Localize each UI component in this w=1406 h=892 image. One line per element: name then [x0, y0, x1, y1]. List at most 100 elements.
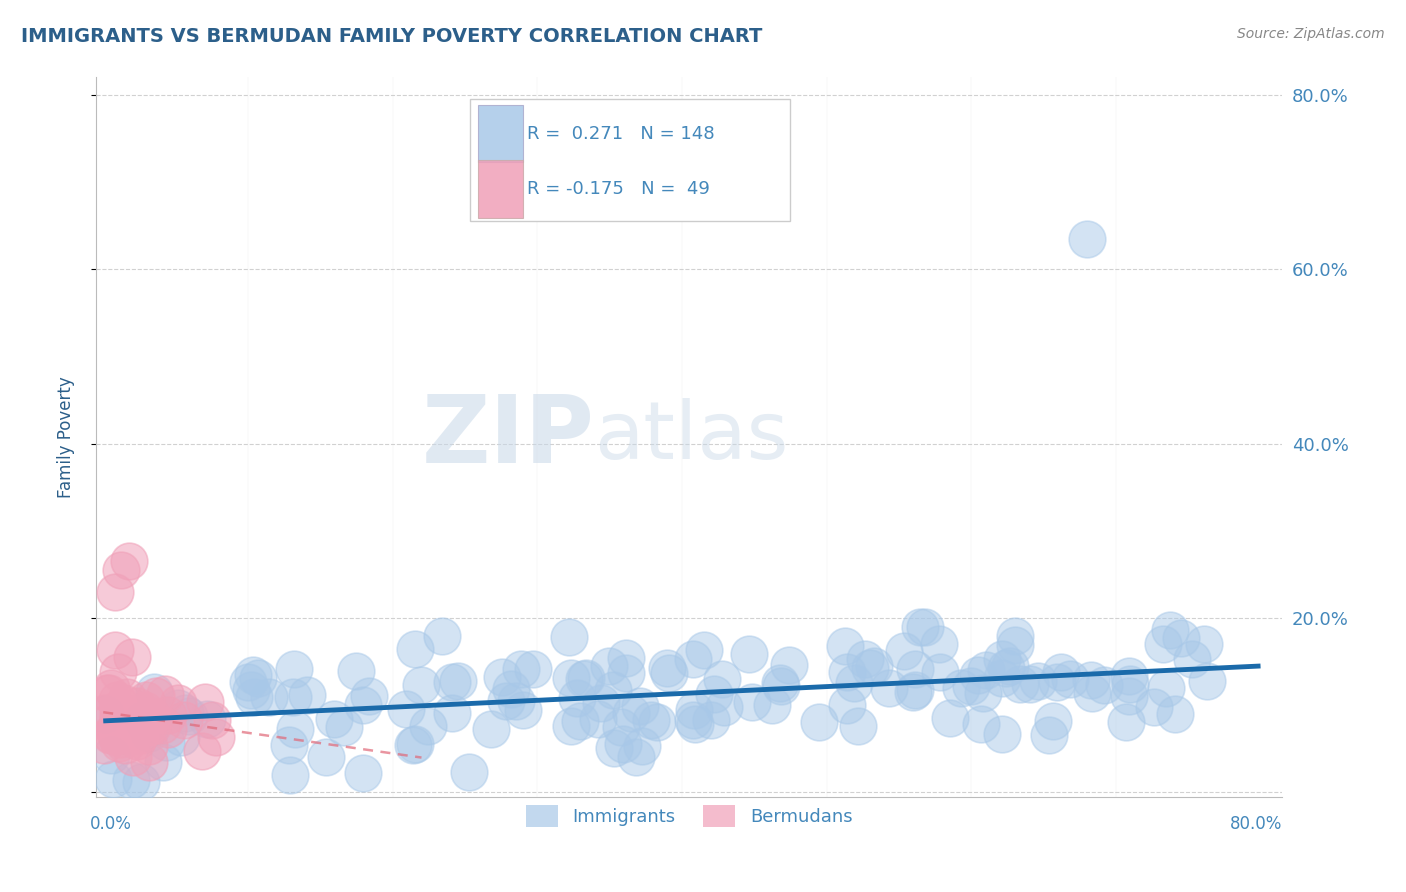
Point: [395, 702, 418, 716]
Point: [315, 749, 337, 764]
Point: [835, 698, 858, 712]
Point: [323, 712, 346, 726]
Point: [1038, 729, 1060, 743]
Point: [153, 687, 176, 701]
Point: [110, 563, 132, 577]
Point: [1081, 686, 1104, 700]
Point: [458, 764, 481, 779]
Point: [98, 728, 121, 742]
Point: [242, 668, 264, 682]
Point: [114, 738, 136, 752]
Point: [1170, 631, 1192, 645]
Text: Source: ZipAtlas.com: Source: ZipAtlas.com: [1237, 27, 1385, 41]
Point: [1164, 707, 1187, 722]
Point: [1010, 677, 1032, 691]
Point: [631, 739, 654, 754]
Point: [138, 756, 160, 770]
Point: [614, 666, 637, 681]
Point: [620, 706, 643, 720]
Point: [107, 713, 129, 727]
Point: [741, 695, 763, 709]
Point: [440, 675, 463, 690]
Point: [560, 719, 582, 733]
Point: [998, 658, 1021, 673]
Point: [950, 681, 973, 695]
Point: [278, 738, 301, 752]
Point: [125, 698, 148, 713]
Point: [141, 719, 163, 733]
Point: [558, 630, 581, 644]
Point: [173, 706, 195, 720]
Point: [683, 717, 706, 731]
Point: [966, 667, 988, 681]
Point: [191, 744, 214, 758]
Point: [1152, 637, 1174, 651]
Point: [129, 775, 152, 789]
Point: [344, 664, 367, 678]
Point: [104, 643, 127, 657]
Point: [111, 706, 134, 720]
Point: [904, 683, 927, 698]
Point: [972, 686, 994, 700]
Point: [136, 720, 159, 734]
Point: [107, 701, 129, 715]
Point: [574, 672, 596, 686]
Point: [682, 704, 704, 718]
Point: [512, 703, 534, 717]
Point: [624, 750, 647, 764]
Point: [1154, 681, 1177, 695]
Point: [1080, 673, 1102, 687]
Point: [1181, 652, 1204, 666]
Point: [929, 665, 952, 680]
Point: [283, 723, 305, 737]
Point: [155, 735, 177, 749]
Point: [128, 712, 150, 726]
Point: [602, 682, 624, 697]
Point: [115, 697, 138, 711]
Point: [658, 665, 681, 680]
Point: [101, 772, 124, 786]
Point: [157, 723, 180, 737]
Point: [145, 689, 167, 703]
Point: [357, 689, 380, 703]
Point: [204, 730, 226, 744]
Point: [862, 658, 884, 673]
Point: [560, 671, 582, 685]
Text: R =  0.271   N = 148: R = 0.271 N = 148: [527, 125, 714, 143]
Point: [1115, 714, 1137, 729]
Point: [1118, 689, 1140, 703]
Point: [904, 662, 927, 676]
Point: [96, 686, 118, 700]
Point: [121, 729, 143, 743]
Point: [1004, 629, 1026, 643]
Point: [259, 690, 281, 705]
Point: [713, 700, 735, 714]
Point: [1018, 677, 1040, 691]
Text: 0.0%: 0.0%: [90, 814, 132, 833]
Point: [295, 689, 318, 703]
Point: [170, 730, 193, 744]
Point: [173, 714, 195, 728]
Point: [505, 694, 527, 708]
Point: [120, 773, 142, 788]
Point: [842, 676, 865, 690]
Point: [94, 707, 117, 722]
Point: [928, 637, 950, 651]
Point: [893, 644, 915, 658]
Point: [352, 766, 374, 780]
Point: [682, 713, 704, 727]
Point: [1004, 638, 1026, 652]
Point: [242, 690, 264, 705]
Point: [138, 739, 160, 753]
Point: [246, 671, 269, 685]
Point: [93, 738, 115, 752]
Point: [567, 690, 589, 705]
Point: [769, 679, 792, 693]
Point: [657, 661, 679, 675]
Point: [501, 681, 523, 696]
Point: [859, 661, 882, 675]
Point: [522, 662, 544, 676]
Point: [1143, 699, 1166, 714]
Point: [440, 706, 463, 720]
Point: [118, 554, 141, 568]
